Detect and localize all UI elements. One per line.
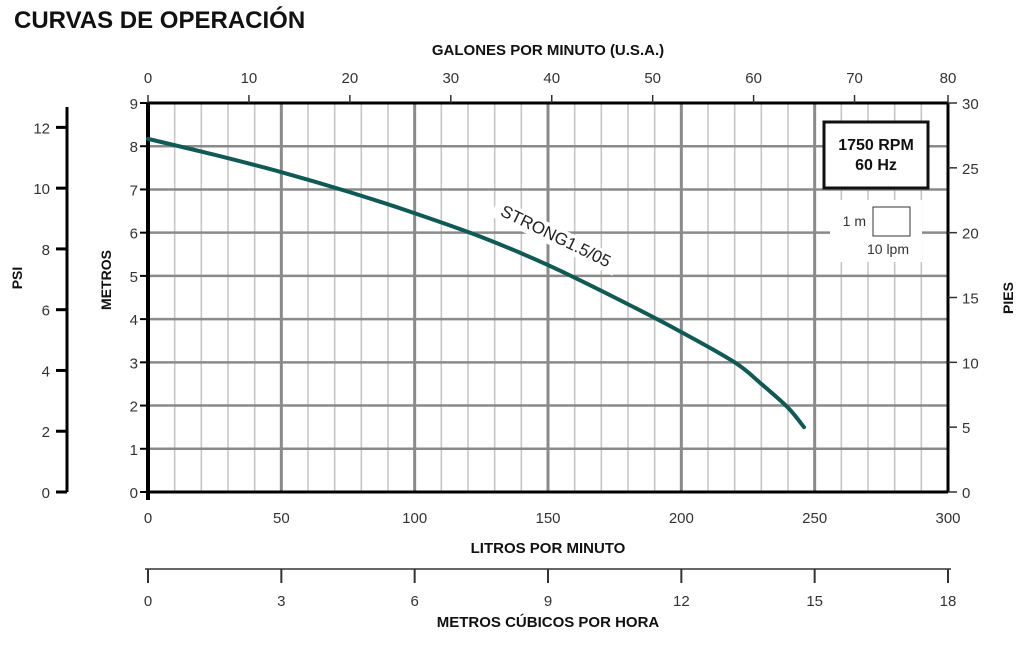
y-tick-label: 1 <box>130 442 138 459</box>
y-tick-label: 8 <box>130 139 138 156</box>
hz-label: 60 Hz <box>855 157 897 174</box>
psi-tick-label: 2 <box>42 424 50 441</box>
series-line <box>146 136 806 430</box>
chart-title: CURVAS DE OPERACIÓN <box>14 6 305 34</box>
series-label: STRONG1.5/05 <box>498 202 614 272</box>
top-tick-label: 0 <box>144 70 152 87</box>
x-tick-label: 150 <box>535 510 560 527</box>
scale-horizontal-label: 10 lpm <box>867 241 909 257</box>
right-tick-label: 30 <box>962 96 979 113</box>
right-tick-label: 5 <box>962 420 970 437</box>
grid <box>148 103 948 492</box>
y-tick-label: 9 <box>130 96 138 113</box>
scale-vertical-label: 1 m <box>843 213 866 229</box>
top-tick-label: 60 <box>745 70 762 87</box>
top-tick-label: 40 <box>543 70 560 87</box>
psi-axis-label: PSI <box>9 267 25 290</box>
m3h-tick-label: 9 <box>544 593 552 610</box>
info-box: 1750 RPM 60 Hz <box>822 120 930 190</box>
x-tick-label: 100 <box>402 510 427 527</box>
top-tick-label: 10 <box>241 70 258 87</box>
series: STRONG1.5/05 <box>146 136 806 430</box>
psi-tick-label: 6 <box>42 303 50 320</box>
m3h-tick-label: 3 <box>277 593 285 610</box>
top-tick-label: 70 <box>846 70 863 87</box>
m3h-tick-label: 15 <box>806 593 823 610</box>
m3h-tick-label: 0 <box>144 593 152 610</box>
right-tick-label: 15 <box>962 291 979 308</box>
y-tick-label: 7 <box>130 182 138 199</box>
right-tick-label: 10 <box>962 355 979 372</box>
psi-tick-label: 10 <box>33 181 50 198</box>
top-tick-label: 80 <box>940 70 957 87</box>
scale-legend: 1 m 10 lpm <box>830 200 922 262</box>
top-tick-label: 20 <box>342 70 359 87</box>
psi-tick-label: 0 <box>42 485 50 502</box>
psi-tick-label: 8 <box>42 242 50 259</box>
psi-tick-label: 4 <box>42 363 50 380</box>
right-tick-label: 25 <box>962 161 979 178</box>
x-tick-label: 200 <box>669 510 694 527</box>
y-axis-label: METROS <box>98 250 114 310</box>
top-axis-label: GALONES POR MINUTO (U.S.A.) <box>432 42 664 59</box>
x-tick-label: 50 <box>273 510 290 527</box>
x-tick-label: 300 <box>935 510 960 527</box>
x-tick-label: 250 <box>802 510 827 527</box>
y-tick-label: 0 <box>130 485 138 502</box>
bottom-axis-2-label: METROS CÚBICOS POR HORA <box>437 613 660 631</box>
y-tick-label: 6 <box>130 226 138 243</box>
m3h-tick-label: 6 <box>410 593 418 610</box>
right-tick-label: 0 <box>962 485 970 502</box>
top-tick-label: 50 <box>644 70 661 87</box>
top-tick-label: 30 <box>442 70 459 87</box>
right-tick-label: 20 <box>962 226 979 243</box>
y-tick-label: 5 <box>130 269 138 286</box>
y-tick-label: 2 <box>130 399 138 416</box>
x-axis-label: LITROS POR MINUTO <box>471 540 626 557</box>
rpm-label: 1750 RPM <box>838 137 914 154</box>
y-tick-label: 3 <box>130 355 138 372</box>
psi-tick-label: 12 <box>33 120 50 137</box>
series-label-background <box>490 198 622 276</box>
pies-axis-label: PIES <box>1000 282 1016 314</box>
m3h-tick-label: 12 <box>673 593 690 610</box>
y-tick-label: 4 <box>130 312 138 329</box>
labels: GALONES POR MINUTO (U.S.A.) LITROS POR M… <box>9 42 1016 631</box>
x-tick-label: 0 <box>144 510 152 527</box>
m3h-tick-label: 18 <box>940 593 957 610</box>
